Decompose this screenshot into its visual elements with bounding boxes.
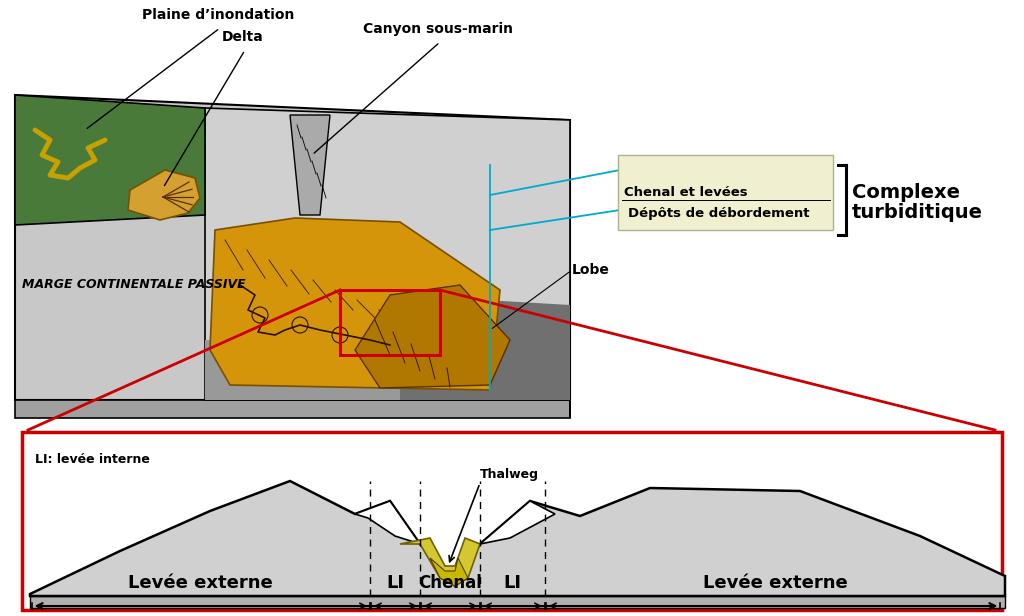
Bar bbox=[22, 432, 1002, 610]
Polygon shape bbox=[30, 596, 1005, 608]
Text: LI: LI bbox=[386, 574, 404, 592]
Text: Levée externe: Levée externe bbox=[702, 574, 848, 592]
Polygon shape bbox=[15, 95, 205, 225]
Polygon shape bbox=[30, 481, 1005, 596]
Text: Chenal: Chenal bbox=[418, 574, 482, 592]
Text: Complexe: Complexe bbox=[852, 182, 961, 201]
Polygon shape bbox=[430, 558, 468, 586]
Text: Dépôts de débordement: Dépôts de débordement bbox=[628, 206, 810, 219]
Text: LI: LI bbox=[503, 574, 521, 592]
Polygon shape bbox=[15, 95, 570, 400]
Text: LI: levée interne: LI: levée interne bbox=[35, 453, 150, 466]
Polygon shape bbox=[400, 538, 480, 586]
Text: Levée externe: Levée externe bbox=[128, 574, 272, 592]
Text: Thalweg: Thalweg bbox=[480, 468, 539, 481]
Polygon shape bbox=[205, 108, 570, 400]
Bar bbox=[618, 155, 833, 230]
Polygon shape bbox=[205, 340, 570, 400]
Text: turbiditique: turbiditique bbox=[852, 203, 983, 222]
Text: Lobe: Lobe bbox=[572, 263, 610, 277]
Text: MARGE CONTINENTALE PASSIVE: MARGE CONTINENTALE PASSIVE bbox=[22, 278, 246, 291]
Polygon shape bbox=[290, 115, 330, 215]
Polygon shape bbox=[355, 501, 420, 544]
Polygon shape bbox=[400, 295, 570, 400]
Text: Delta: Delta bbox=[222, 30, 264, 44]
Polygon shape bbox=[210, 218, 500, 390]
Polygon shape bbox=[15, 400, 570, 418]
Bar bbox=[340, 290, 440, 355]
Polygon shape bbox=[355, 285, 510, 388]
Text: Plaine d’inondation: Plaine d’inondation bbox=[141, 8, 294, 22]
Text: Chenal et levées: Chenal et levées bbox=[624, 187, 748, 200]
Polygon shape bbox=[128, 170, 200, 220]
Polygon shape bbox=[480, 501, 555, 544]
Text: Canyon sous-marin: Canyon sous-marin bbox=[362, 22, 513, 36]
